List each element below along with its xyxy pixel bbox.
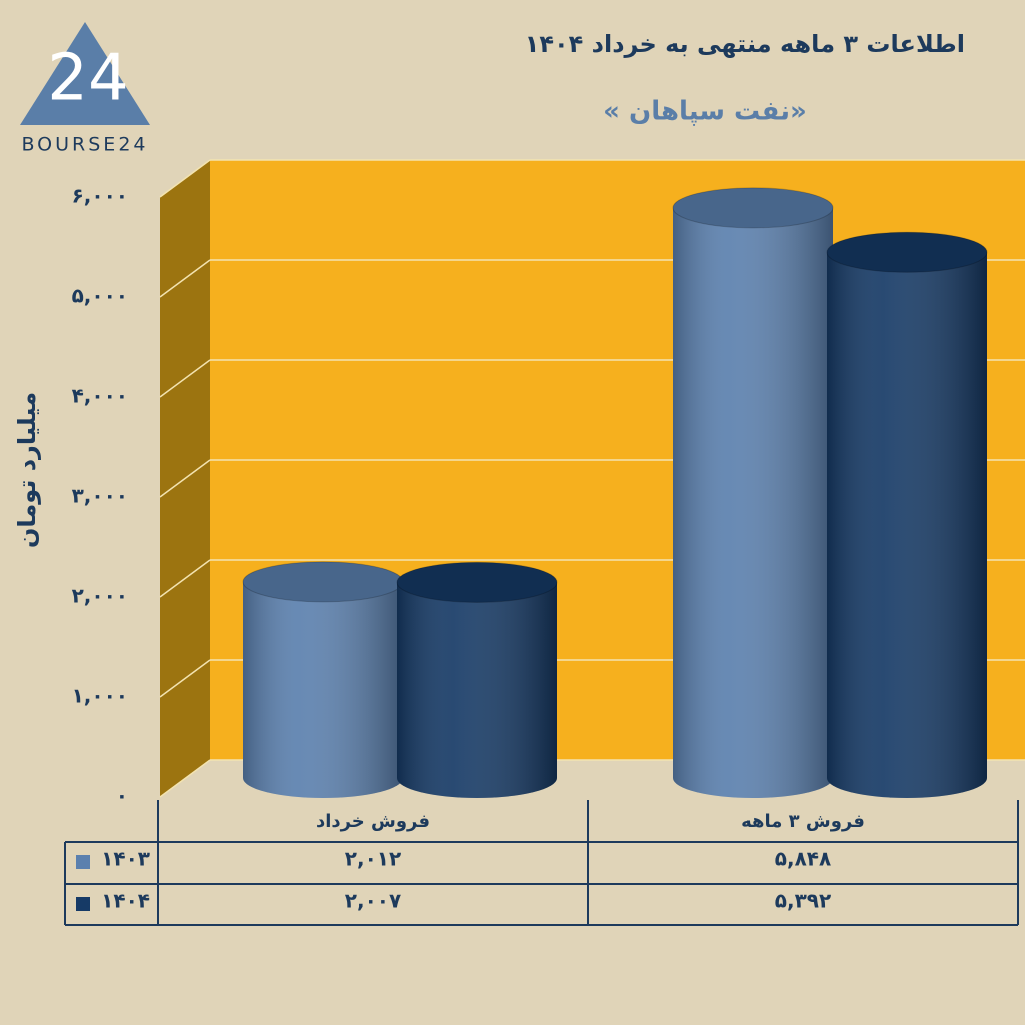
bar-top: [396, 561, 558, 603]
grid-line: [159, 259, 211, 298]
bar: [672, 187, 834, 798]
bar-top: [826, 231, 988, 273]
y-axis-label: میلیارد تومان: [13, 392, 41, 548]
legend-swatch: [76, 855, 90, 869]
bar-top-shade: [243, 561, 403, 602]
grid-line: [159, 159, 211, 198]
grid-line: [159, 559, 211, 598]
legend-label: ۱۴۰۴: [101, 889, 150, 913]
logo-triangle: [20, 22, 150, 125]
bar-shade: [827, 252, 987, 798]
category-label: فروش ۳ ماهه: [741, 811, 865, 832]
legend-label: ۱۴۰۳: [101, 847, 150, 871]
bar-shade: [243, 581, 403, 798]
bar-top-shade: [397, 562, 557, 603]
grid-line: [159, 659, 211, 698]
y-tick-label: ۵,۰۰۰: [72, 284, 128, 308]
logo-text: BOURSE24: [21, 134, 148, 156]
bar-top-shade: [827, 232, 987, 273]
chart-title: اطلاعات ۳ ماهه منتهی به خرداد ۱۴۰۴: [525, 30, 965, 58]
table-value: ۵,۳۹۲: [775, 889, 831, 913]
y-tick-label: ۱,۰۰۰: [72, 684, 128, 708]
bars: [242, 187, 988, 798]
grid-line: [159, 359, 211, 398]
table-value: ۵,۸۴۸: [775, 847, 831, 871]
y-tick-label: ۰: [116, 784, 128, 808]
bar: [242, 561, 404, 798]
data-table: [64, 800, 1019, 926]
logo-mark: 24: [47, 42, 128, 116]
table-value: ۲,۰۱۲: [345, 847, 401, 871]
grid-line: [159, 459, 211, 498]
legend-swatch: [76, 897, 90, 911]
chart-subtitle: « نفت سپاهان»: [603, 97, 807, 127]
bar-shade: [397, 582, 557, 798]
grid-line: [159, 759, 211, 798]
logo: 24 BOURSE24: [20, 22, 150, 156]
bar: [826, 231, 988, 798]
y-tick-label: ۳,۰۰۰: [72, 484, 128, 508]
bar-shade: [673, 207, 833, 798]
category-label: فروش خرداد: [316, 811, 430, 832]
y-tick-label: ۲,۰۰۰: [72, 584, 128, 608]
y-tick-label: ۶,۰۰۰: [72, 184, 128, 208]
bar-top-shade: [673, 187, 833, 228]
table-value: ۲,۰۰۷: [345, 889, 401, 913]
bar: [396, 561, 558, 798]
y-tick-label: ۴,۰۰۰: [72, 384, 128, 408]
bar-top: [672, 187, 834, 229]
